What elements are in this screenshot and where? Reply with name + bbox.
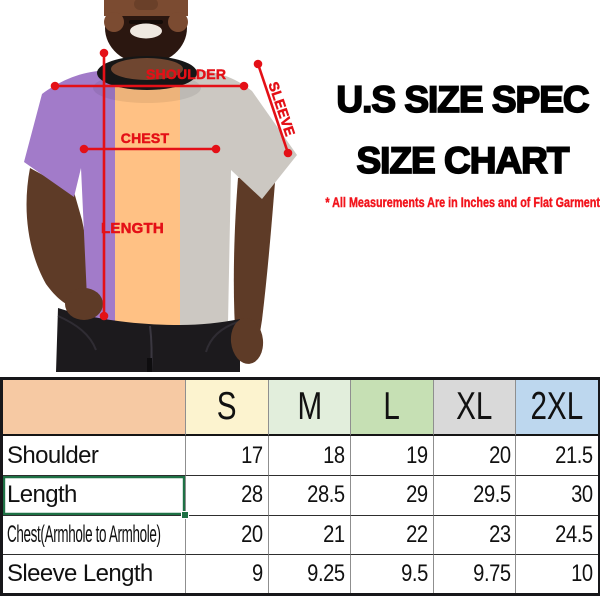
length-m-value: 28.5 — [267, 475, 351, 515]
size-col-header-m: M — [267, 380, 351, 436]
shoulder-xl-value: 20 — [432, 436, 516, 476]
sleeve-l-value: 9.5 — [350, 553, 433, 593]
size-chart-table: S M L XL 2XL Shoulder 17 18 19 20 21.5 L… — [0, 377, 600, 596]
model-head — [104, 0, 188, 78]
row-label-length: Length — [3, 475, 189, 519]
measurement-note-text: * All Measurements Are in Inches and of … — [325, 195, 600, 210]
measurement-endpoints — [50, 48, 293, 321]
shoulder-s-value: 17 — [185, 436, 268, 476]
chest-s-value: 20 — [185, 514, 268, 554]
sleeve-xl-value: 9.75 — [432, 553, 516, 593]
row-label-chest: Chest(Armhole to Armhole) — [3, 514, 185, 554]
arms — [26, 168, 276, 345]
shoulder-l-value: 19 — [350, 436, 433, 476]
chest-measure-label: CHEST — [120, 130, 170, 147]
size-col-header-2xl: 2XL — [515, 380, 598, 436]
size-col-header-s: S — [185, 380, 268, 436]
size-col-header-xl: XL — [432, 380, 516, 436]
page-title-line2: SIZE CHART — [356, 140, 571, 182]
table-corner-cell — [3, 380, 185, 436]
sleeve-s-value: 9 — [185, 553, 268, 593]
measurement-note: * All Measurements Are in Inches and of … — [325, 195, 600, 210]
shoulder-measure-label: SHOULDER — [146, 66, 227, 83]
row-label-shoulder: Shoulder — [7, 441, 99, 469]
length-s-value: 28 — [185, 475, 268, 515]
shoulder-2xl-value: 21.5 — [515, 436, 598, 476]
size-col-header-l: L — [350, 380, 433, 436]
page-title-line1: U.S SIZE SPEC — [336, 79, 591, 121]
length-2xl-value: 30 — [515, 475, 598, 515]
title-block: U.S SIZE SPEC SIZE CHART * All Measureme… — [325, 0, 600, 377]
length-xl-value: 29.5 — [432, 475, 516, 515]
measurement-lines — [55, 53, 290, 316]
model-illustration — [0, 0, 330, 377]
hands — [65, 288, 264, 364]
product-photo: SHOULDER CHEST LENGTH SLEEVE — [0, 0, 330, 377]
length-l-value: 29 — [350, 475, 433, 515]
jeans — [56, 308, 240, 373]
chest-l-value: 22 — [350, 514, 433, 554]
chest-2xl-value: 24.5 — [515, 514, 598, 554]
shoulder-m-value: 18 — [267, 436, 351, 476]
sleeve-2xl-value: 10 — [515, 553, 598, 593]
chest-m-value: 21 — [267, 514, 351, 554]
sleeve-m-value: 9.25 — [267, 553, 351, 593]
chest-xl-value: 23 — [432, 514, 516, 554]
row-label-sleeve-length: Sleeve Length — [3, 553, 185, 593]
length-measure-label: LENGTH — [101, 220, 164, 238]
